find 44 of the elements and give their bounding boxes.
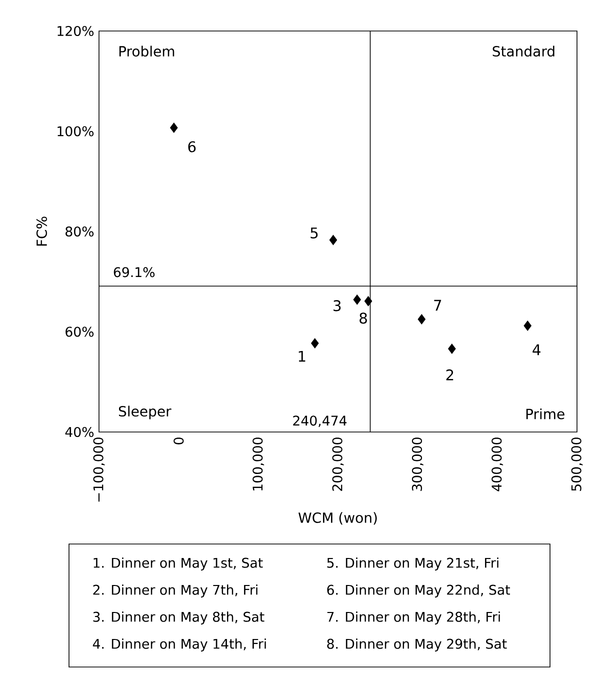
- y-tick-label: 40%: [65, 426, 94, 438]
- series-label: 6: [188, 141, 196, 152]
- point: [448, 344, 456, 354]
- text: 5. Dinner on May 21st, Fri: [327, 558, 498, 570]
- x-tick-label: 400,000: [492, 438, 504, 492]
- point: [311, 338, 319, 348]
- text: 7. Dinner on May 28th, Fri: [327, 612, 500, 624]
- ref-line-label: 69.1%: [114, 267, 155, 278]
- annotation: Standard: [492, 46, 554, 57]
- x-tick-label: 0: [174, 438, 184, 444]
- point: [170, 122, 178, 133]
- text: 1. Dinner on May 1st, Sat: [94, 558, 263, 570]
- text: 3. Dinner on May 8th, Sat: [93, 612, 264, 624]
- series-label: 2: [446, 369, 454, 380]
- text: 4. Dinner on May 14th, Fri: [92, 638, 266, 652]
- ref-line-label: 240,474: [293, 416, 347, 428]
- y-tick-label: 80%: [66, 226, 94, 237]
- x-tick-label: 100,000: [252, 438, 264, 490]
- text: 8. Dinner on May 29th, Sat: [327, 638, 507, 652]
- point: [418, 314, 426, 324]
- x-tick-label: 200,000: [332, 438, 344, 491]
- x-axis-title: WCM (won): [298, 512, 377, 525]
- x-tick-label: 500,000: [571, 438, 583, 491]
- x-tick-label: −100,000: [93, 438, 105, 502]
- annotation: Prime: [526, 408, 564, 420]
- annotation: Problem: [119, 46, 174, 57]
- point: [353, 294, 361, 305]
- series-label: 5: [310, 228, 318, 238]
- annotation: Sleeper: [118, 406, 172, 420]
- y-tick-label: 120%: [58, 26, 94, 36]
- text: 6. Dinner on May 22nd, Sat: [327, 584, 510, 598]
- y-tick-label: 100%: [58, 126, 94, 136]
- point: [364, 296, 372, 306]
- series-label: 3: [334, 300, 341, 312]
- point: [524, 320, 532, 331]
- y-axis-title: FC%: [36, 216, 48, 246]
- series-label: 8: [360, 312, 367, 324]
- y-tick-label: 60%: [66, 326, 94, 337]
- series-label: 1: [298, 350, 306, 362]
- x-tick-label: 300,000: [412, 438, 424, 491]
- series-label: 7: [434, 300, 442, 311]
- text: 2. Dinner on May 7th, Fri: [93, 584, 258, 598]
- point: [329, 234, 338, 246]
- series-label: 4: [532, 344, 540, 356]
